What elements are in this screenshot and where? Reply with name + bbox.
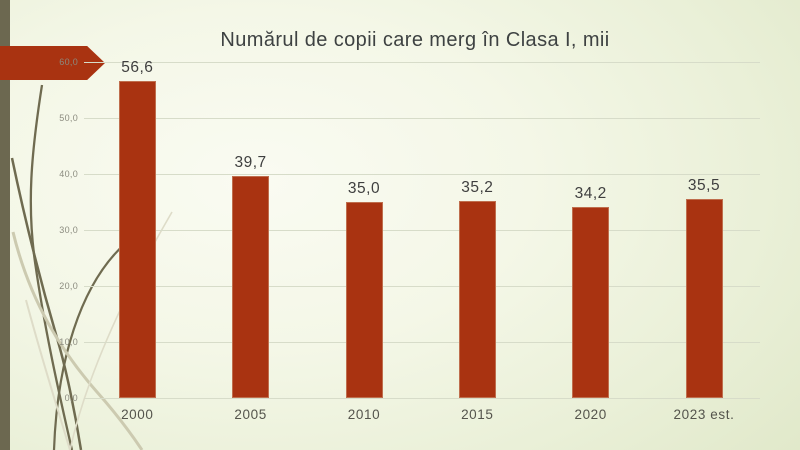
- bar-value-label: 39,7: [234, 153, 267, 171]
- bar-value-label: 56,6: [121, 59, 154, 76]
- x-axis-category-label: 2000: [121, 407, 154, 422]
- gridline: [84, 342, 760, 343]
- x-axis-category-label: 2023 est.: [673, 407, 735, 422]
- bar-value-label: 35,5: [687, 177, 721, 195]
- y-axis-tick-label: 10,0: [59, 337, 78, 347]
- gridline: [84, 62, 760, 63]
- gridline: [84, 118, 760, 119]
- gridline: [84, 398, 760, 399]
- left-accent-strip: [0, 0, 10, 450]
- x-axis-category-label: 2020: [574, 407, 607, 422]
- gridline: [84, 286, 760, 287]
- bar: [572, 206, 610, 398]
- red-arrow-shape: [0, 46, 105, 80]
- y-axis-tick-label: 40,0: [59, 169, 78, 179]
- y-axis-tick-label: 60,0: [59, 57, 78, 67]
- bar: [458, 200, 496, 398]
- bar-value-label: 35,0: [347, 180, 381, 197]
- chart-title: Numărul de copii care merg în Clasa I, m…: [220, 29, 610, 51]
- gridline: [84, 174, 760, 175]
- y-axis-tick-label: 50,0: [59, 113, 78, 123]
- bar: [345, 202, 383, 398]
- bar: [232, 175, 270, 398]
- y-axis-tick-label: 30,0: [59, 225, 78, 235]
- x-axis-category-label: 2005: [234, 407, 267, 422]
- bar-value-label: 34,2: [574, 184, 607, 202]
- y-axis-tick-label: 20,0: [59, 281, 78, 291]
- x-axis-category-label: 2010: [347, 407, 381, 422]
- bar-value-label: 35,2: [461, 178, 494, 196]
- gridline: [84, 230, 760, 231]
- bar: [685, 199, 723, 398]
- y-axis-tick-label: 0,0: [64, 393, 78, 403]
- bar: [118, 81, 156, 398]
- x-axis-category-label: 2015: [461, 407, 494, 422]
